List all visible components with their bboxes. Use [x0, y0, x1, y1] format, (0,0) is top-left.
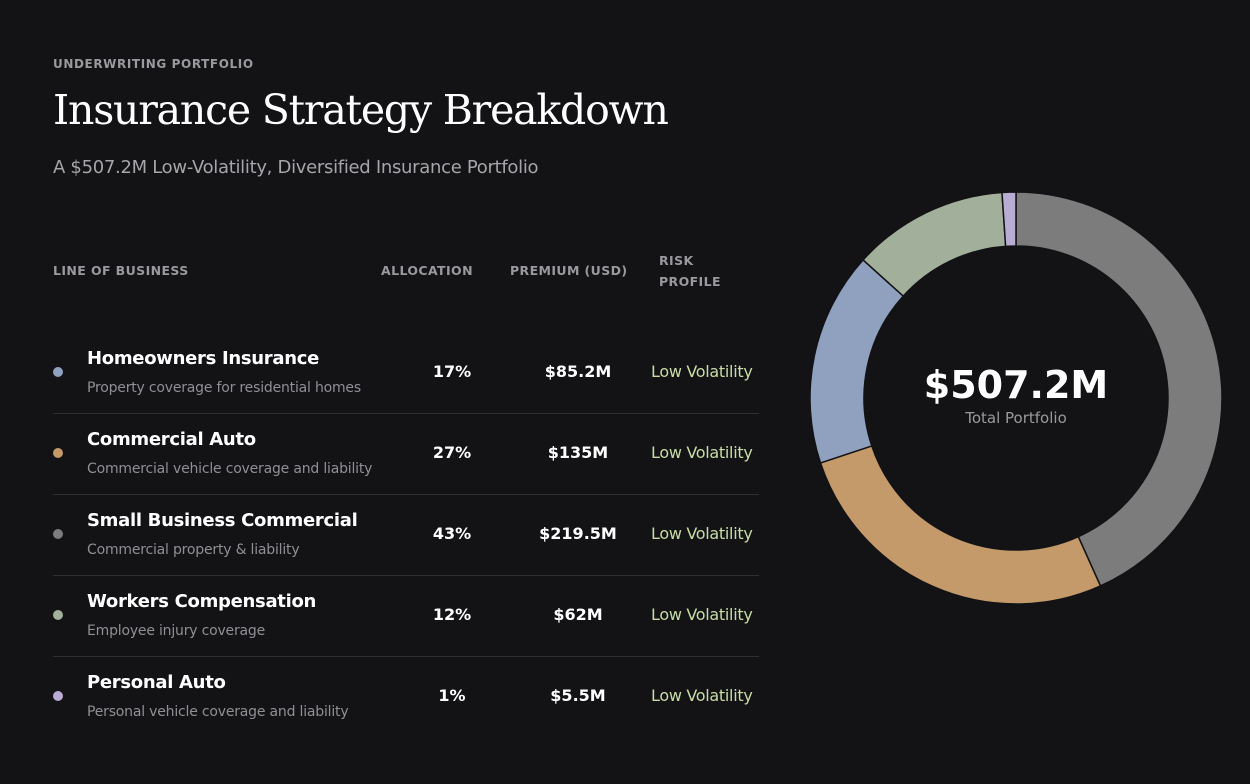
lob-description: Personal vehicle coverage and liability — [87, 704, 349, 720]
page-title: Insurance Strategy Breakdown — [53, 86, 669, 134]
risk-profile-value: Low Volatility — [651, 605, 753, 624]
donut-center-value: $507.2M — [924, 363, 1108, 407]
allocation-value: 27% — [432, 443, 472, 462]
table-row: Personal Auto Personal vehicle coverage a… — [53, 657, 759, 738]
premium-value: $62M — [553, 605, 603, 624]
col-header-risk-profile: RISK PROFILE — [659, 253, 721, 289]
lob-name: Commercial Auto — [87, 429, 256, 450]
donut-slice-small-business-commercial — [1015, 191, 1223, 587]
lob-name: Small Business Commercial — [87, 510, 358, 531]
legend-dot — [53, 529, 63, 539]
donut-slice-homeowners-insurance — [809, 258, 905, 464]
legend-dot — [53, 610, 63, 620]
donut-slices — [809, 191, 1223, 605]
allocation-value: 12% — [432, 605, 472, 624]
table-row: Small Business Commercial Commercial prop… — [53, 495, 759, 576]
risk-profile-value: Low Volatility — [651, 524, 753, 543]
legend-dot — [53, 367, 63, 377]
donut-chart: $507.2M Total Portfolio — [809, 191, 1223, 605]
premium-value: $85.2M — [544, 362, 612, 381]
allocation-value: 43% — [432, 524, 472, 543]
risk-profile-value: Low Volatility — [651, 443, 753, 462]
premium-value: $5.5M — [550, 686, 606, 705]
legend-dot — [53, 691, 63, 701]
allocation-value: 1% — [438, 686, 466, 705]
legend-dot — [53, 448, 63, 458]
lob-description: Property coverage for residential homes — [87, 380, 361, 396]
lob-description: Commercial property & liability — [87, 542, 300, 558]
col-header-line-of-business: LINE OF BUSINESS — [53, 263, 189, 278]
premium-value: $219.5M — [539, 524, 617, 543]
premium-value: $135M — [547, 443, 609, 462]
eyebrow-label: UNDERWRITING PORTFOLIO — [53, 57, 254, 71]
donut-slice-personal-auto — [1001, 191, 1017, 248]
lob-name: Homeowners Insurance — [87, 348, 320, 369]
donut-slice-commercial-auto — [819, 444, 1102, 605]
lob-description: Employee injury coverage — [87, 623, 265, 639]
risk-profile-value: Low Volatility — [651, 362, 753, 381]
risk-profile-value: Low Volatility — [651, 686, 753, 705]
lob-description: Commercial vehicle coverage and liabilit… — [87, 461, 373, 477]
lob-name: Personal Auto — [87, 672, 226, 693]
lob-name: Workers Compensation — [87, 591, 317, 612]
table-row: Workers Compensation Employee injury cove… — [53, 576, 759, 657]
col-header-premium: PREMIUM (USD) — [510, 263, 628, 278]
table-row: Commercial Auto Commercial vehicle covera… — [53, 414, 759, 495]
allocation-value: 17% — [432, 362, 472, 381]
table-row: Homeowners Insurance Property coverage fo… — [53, 333, 759, 414]
donut-center-label: Total Portfolio — [964, 409, 1067, 427]
col-header-allocation: ALLOCATION — [381, 263, 473, 278]
page-subtitle: A $507.2M Low-Volatility, Diversified In… — [53, 157, 539, 178]
